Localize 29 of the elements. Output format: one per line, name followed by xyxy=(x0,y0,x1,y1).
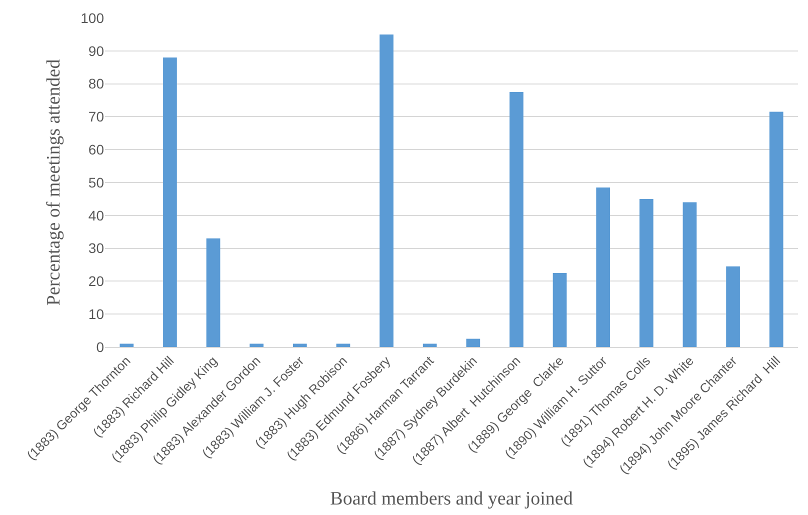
bar xyxy=(466,338,480,347)
y-axis-title: Percentage of meetings attended xyxy=(43,58,64,306)
x-axis-title: Board members and year joined xyxy=(330,488,574,510)
bar xyxy=(292,344,307,347)
y-tick-label: 70 xyxy=(88,108,104,125)
bar xyxy=(726,266,740,347)
y-tick-label: 20 xyxy=(88,273,104,290)
bar xyxy=(510,92,524,347)
bar xyxy=(639,198,654,347)
y-tick-label: 50 xyxy=(88,174,104,190)
y-tick-label: 10 xyxy=(88,306,104,322)
bar xyxy=(422,344,437,347)
bar xyxy=(682,202,697,347)
bar xyxy=(596,187,610,347)
bar xyxy=(250,344,264,347)
bar xyxy=(206,238,220,347)
y-tick-label: 40 xyxy=(88,207,104,224)
y-tick-label: 100 xyxy=(80,10,104,26)
y-tick-label: 30 xyxy=(88,240,104,256)
bar xyxy=(163,57,177,347)
y-tick-label: 90 xyxy=(88,42,104,59)
y-tick-label: 0 xyxy=(96,338,104,355)
y-tick-label: 80 xyxy=(88,76,104,92)
bar xyxy=(769,112,784,347)
y-tick-label: 60 xyxy=(88,142,104,158)
bar xyxy=(336,344,350,347)
bar xyxy=(552,272,567,347)
bar xyxy=(120,344,134,347)
bar xyxy=(380,34,394,347)
